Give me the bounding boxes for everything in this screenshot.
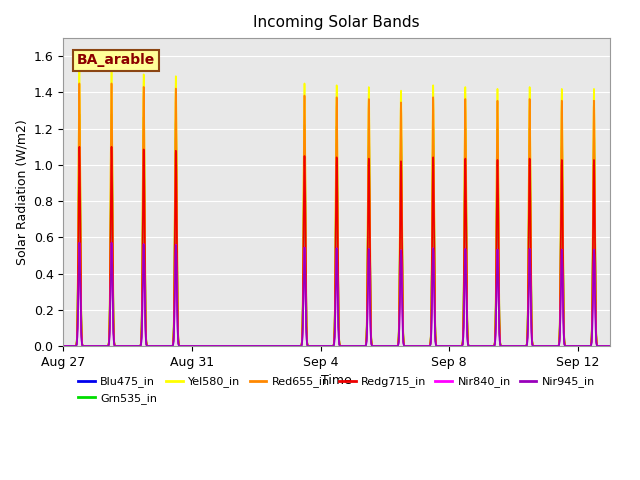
Title: Incoming Solar Bands: Incoming Solar Bands bbox=[253, 15, 420, 30]
Legend: Blu475_in, Grn535_in, Yel580_in, Red655_in, Redg715_in, Nir840_in, Nir945_in: Blu475_in, Grn535_in, Yel580_in, Red655_… bbox=[74, 372, 600, 408]
X-axis label: Time: Time bbox=[321, 374, 352, 387]
Text: BA_arable: BA_arable bbox=[77, 53, 155, 67]
Y-axis label: Solar Radiation (W/m2): Solar Radiation (W/m2) bbox=[15, 119, 28, 265]
